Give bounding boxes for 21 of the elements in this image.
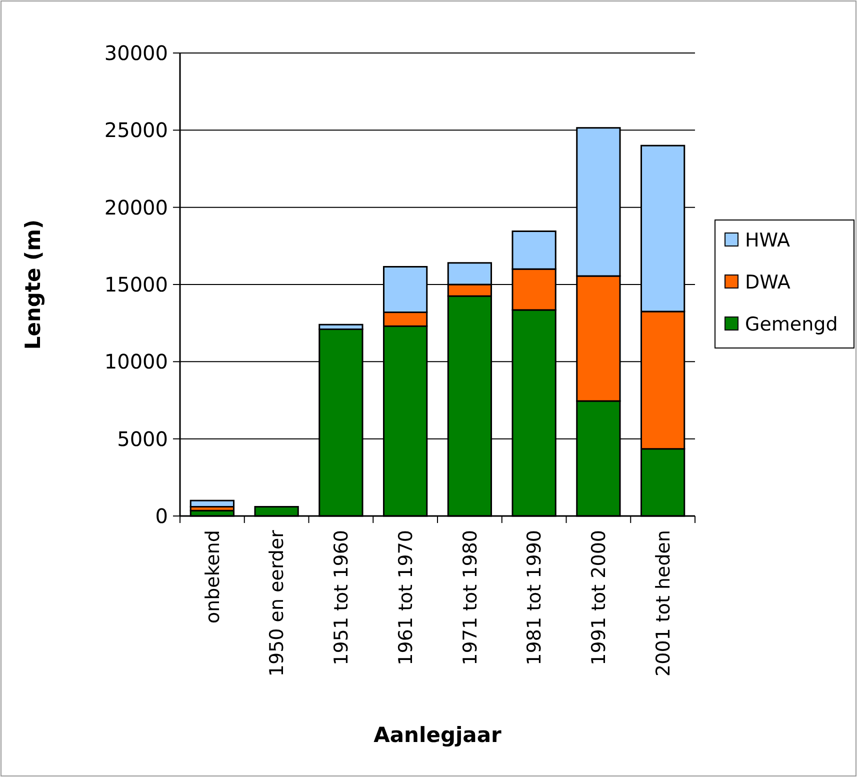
x-tick-label: 1971 tot 1980 [459,530,482,666]
x-tick-label: 1950 en eerder [266,530,288,677]
bar [190,500,235,508]
y-tick-label: 5000 [117,426,168,451]
legend-label: DWA [745,272,790,294]
y-tick-label: 10000 [104,350,168,374]
x-axis-title: Aanlegjaar [374,723,502,747]
y-axis-title: Lengte (m) [21,219,45,350]
legend-label: HWA [745,230,790,252]
y-tick-label: 20000 [104,195,168,220]
legend-label: Gemengd [745,314,838,336]
y-tick-label: 15000 [104,272,168,296]
x-tick-label: 1951 tot 1960 [330,530,353,666]
x-tick-label: 2001 tot heden [652,530,674,676]
x-tick-label: 1961 tot 1970 [394,530,417,666]
y-tick-label: 0 [155,504,168,528]
x-tick-label: onbekend [202,530,224,624]
x-tick-label: 1981 tot 1990 [524,530,546,666]
y-tick-label: 25000 [104,118,168,142]
x-tick-label: 1991 tot 2000 [588,530,610,666]
y-tick-label: 30000 [104,41,168,65]
